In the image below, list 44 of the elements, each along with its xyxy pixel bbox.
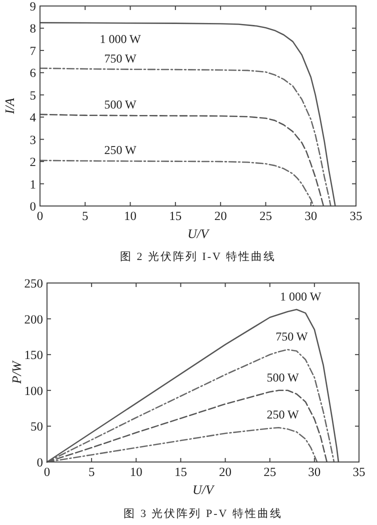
- y-tick-label: 250: [24, 276, 43, 290]
- x-tick-label: 25: [264, 465, 276, 479]
- series-label: 250 W: [266, 408, 300, 422]
- text: 图 3 光伏阵列 P-V 特性曲线: [124, 507, 282, 520]
- y-tick-label: 100: [24, 384, 43, 398]
- y-tick-label: 200: [24, 312, 43, 326]
- series-label: 500 W: [104, 98, 138, 112]
- x-tick-label: 20: [219, 465, 232, 479]
- y-tick-label: 50: [30, 420, 43, 434]
- y-tick-label: 5: [30, 88, 36, 102]
- x-tick-label: 30: [308, 465, 321, 479]
- x-tick-label: 35: [352, 465, 366, 479]
- y-tick-label: 8: [30, 22, 36, 36]
- x-tick-label: 5: [88, 465, 95, 479]
- x-tick-label: 10: [124, 209, 137, 223]
- y-tick-label: 9: [30, 0, 36, 14]
- y-tick-label: 1: [30, 177, 36, 192]
- y-axis-title: I/A: [2, 98, 17, 115]
- x-tick-label: 25: [259, 209, 272, 223]
- x-tick-label: 15: [174, 465, 187, 479]
- y-tick-label: 3: [30, 132, 36, 147]
- y-tick-label: 4: [30, 110, 37, 125]
- y-tick-label: 2: [30, 155, 36, 170]
- x-tick-label: 30: [304, 209, 318, 223]
- x-axis-title: U/V: [192, 482, 216, 497]
- y-axis-title: P/W: [9, 360, 24, 385]
- y-tick-label: 0: [30, 200, 36, 214]
- x-tick-label: 15: [169, 209, 182, 223]
- y-tick-label: 6: [30, 66, 36, 80]
- series-label: 1 000 W: [280, 289, 322, 304]
- x-tick-label: 10: [130, 465, 142, 479]
- x-axis-title: U/V: [188, 226, 211, 241]
- y-tick-label: 150: [24, 348, 43, 362]
- series-label: 500 W: [266, 370, 300, 384]
- series-label: 1 000 W: [100, 32, 142, 46]
- text: 图 2 光伏阵列 I-V 特性曲线: [120, 250, 276, 263]
- series-label: 750 W: [104, 51, 138, 66]
- series-label: 250 W: [104, 143, 138, 158]
- x-tick-label: 20: [214, 209, 227, 223]
- y-tick-label: 0: [36, 456, 43, 470]
- series-label: 750 W: [276, 330, 308, 344]
- x-tick-label: 5: [82, 209, 88, 223]
- x-tick-label: 35: [350, 209, 362, 223]
- y-tick-label: 7: [30, 44, 36, 58]
